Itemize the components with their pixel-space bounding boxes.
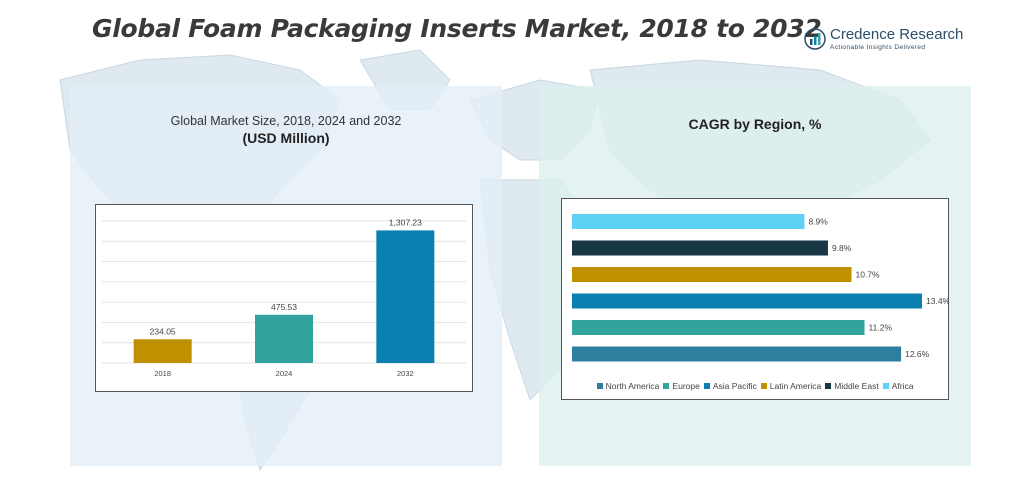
legend-label: Asia Pacific [712,381,757,391]
cagr-title: CAGR by Region, % [688,116,822,132]
cagr-value-label: 11.2% [869,323,893,333]
x-tick-label: 2032 [397,369,414,378]
market-size-panel: Global Market Size, 2018, 2024 and 2032 … [70,86,502,466]
cagr-bar [572,346,902,362]
cagr-bar [572,320,865,335]
bar-value-label: 234.05 [150,326,176,336]
x-tick-label: 2018 [154,369,171,378]
legend-label: Middle East [834,381,879,391]
market-size-bar [133,339,192,363]
bar-chart-logo-icon [804,28,826,50]
legend-swatch [663,383,670,389]
legend-label: Africa [891,381,914,391]
cagr-value-label: 10.7% [855,270,880,280]
bar-value-label: 1,307.23 [389,217,422,227]
cagr-bar [572,267,852,282]
market-size-bar [376,230,435,363]
legend-label: Europe [672,381,700,391]
legend-item: Middle East [825,381,879,391]
legend-item: Asia Pacific [703,381,757,391]
legend-swatch [596,383,603,389]
legend-swatch [703,383,710,389]
market-size-bar [255,314,313,363]
brand-tagline: Actionable Insights Delivered [830,44,926,51]
cagr-bar [572,293,922,309]
legend-item: Latin America [760,381,822,391]
legend-swatch [825,383,832,389]
cagr-bar [572,240,828,256]
legend-label: Latin America [769,381,822,391]
bar-value-label: 475.53 [271,302,297,312]
cagr-value-label: 12.6% [905,349,930,359]
legend-item: Europe [663,381,700,391]
cagr-value-label: 13.4% [926,296,948,306]
cagr-panel: CAGR by Region, % 8.9% 9.8% 10.7% 13.4% 11.2… [539,86,971,466]
legend-item: Africa [882,381,914,391]
cagr-bar [572,214,805,229]
brand-name: Credence Research [830,26,964,43]
cagr-legend: North America Europe Asia Pacific Latin Ame… [562,381,948,391]
legend-item: North America [596,381,660,391]
legend-label: North America [605,381,660,391]
cagr-horizontal-bar-chart: 8.9% 9.8% 10.7% 13.4% 11.2% 12.6% [572,214,951,362]
cagr-chart-frame: 8.9% 9.8% 10.7% 13.4% 11.2% 12.6% North Ameri… [561,198,951,400]
cagr-value-label: 8.9% [808,217,828,227]
legend-swatch [882,383,889,389]
market-size-title: Global Market Size, 2018, 2024 and 2032 [170,114,402,128]
page-title: Global Foam Packaging Inserts Market, 20… [92,14,822,43]
market-size-bar-chart: 234.05 2018 475.53 2024 1,307.23 2032 [102,217,466,378]
x-tick-label: 2024 [276,369,293,378]
cagr-value-label: 9.8% [832,243,852,253]
market-size-chart-frame: 234.05 2018 475.53 2024 1,307.23 2032 [95,204,473,392]
market-size-unit: (USD Million) [242,130,330,146]
legend-swatch [760,383,767,389]
